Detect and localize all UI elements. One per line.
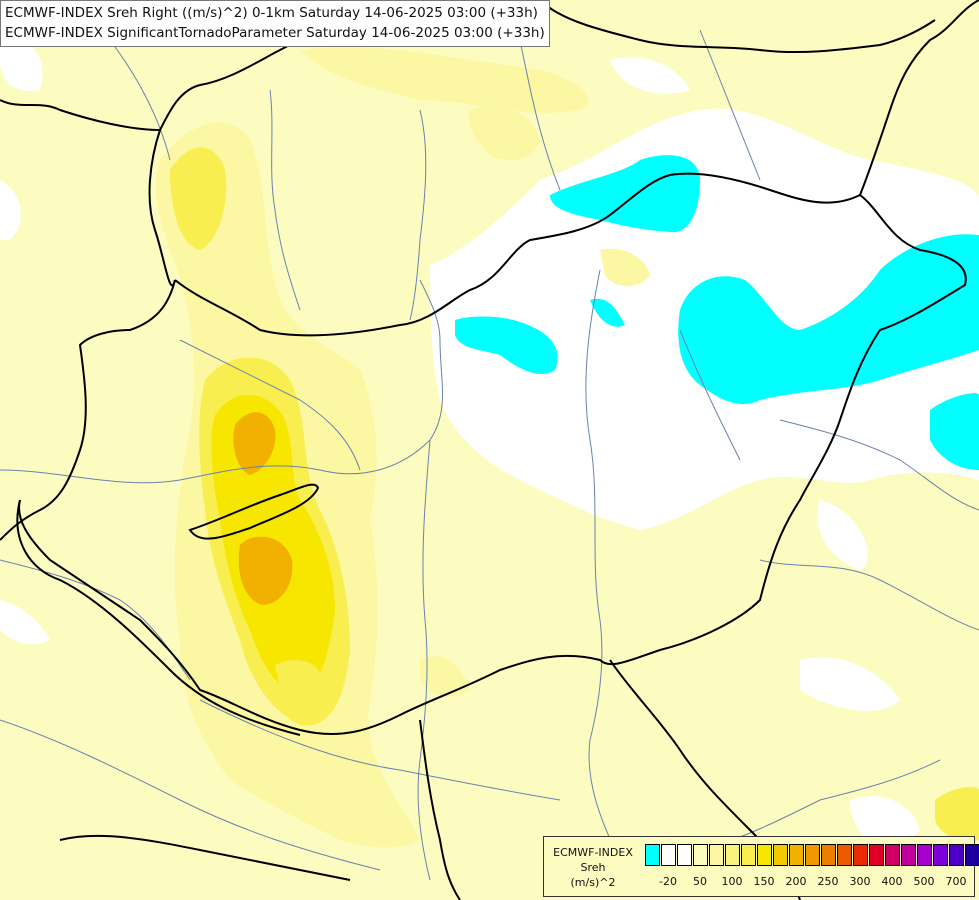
legend-color-cell <box>869 844 884 866</box>
gold-core-north <box>233 412 276 475</box>
legend-color-cell <box>901 844 916 866</box>
cyan-area-small <box>590 298 625 327</box>
legend-color-cell <box>757 844 772 866</box>
river-raba <box>179 339 361 471</box>
cyan-area-east <box>678 234 979 405</box>
yellow-patch-southeast <box>935 787 979 842</box>
white-area-topleft <box>0 38 43 92</box>
legend-tick-label: 500 <box>913 875 935 888</box>
legend-color-cell <box>677 844 692 866</box>
map-title-box: ECMWF-INDEX Sreh Right ((m/s)^2) 0-1km S… <box>0 0 550 47</box>
legend-tick-label: 400 <box>881 875 903 888</box>
river-sava <box>0 719 381 871</box>
river-drava <box>199 699 561 801</box>
border-ukraine <box>859 0 979 196</box>
river-east-1 <box>679 329 741 461</box>
legend-tick-label: 50 <box>693 875 707 888</box>
legend-label-line-3: (m/s)^2 <box>570 876 616 889</box>
gold-core-central <box>238 536 293 605</box>
river-danube-south <box>417 439 431 881</box>
border-austria-west <box>148 129 176 287</box>
color-legend: ECMWF-INDEX Sreh (m/s)^2 -20 50 100 150 200 2… <box>543 836 979 897</box>
legend-color-cell <box>821 844 836 866</box>
river-somes <box>779 419 979 511</box>
cyan-area-central <box>455 316 558 375</box>
legend-color-cell <box>661 844 676 866</box>
legend-color-cell <box>805 844 820 866</box>
river-morava <box>269 89 301 311</box>
white-area-west <box>0 180 21 240</box>
river-north-2 <box>519 39 561 191</box>
border-bosnia <box>59 834 351 881</box>
yellow-patch-south <box>420 656 470 697</box>
river-danube-north <box>0 279 443 484</box>
legend-color-cell <box>693 844 708 866</box>
border-hungary <box>18 172 967 736</box>
legend-color-cell <box>645 844 660 866</box>
border-austria-slovenia <box>0 279 176 541</box>
legend-color-cell <box>885 844 900 866</box>
river-north-1 <box>109 39 171 161</box>
legend-color-cell <box>741 844 756 866</box>
legend-tick-label: 250 <box>817 875 839 888</box>
lake-balaton <box>188 483 320 540</box>
legend-tick-label: 200 <box>785 875 807 888</box>
white-area-southeast <box>800 657 900 711</box>
border-croatia <box>16 499 301 736</box>
cyan-area-far-east <box>930 393 979 470</box>
yellow-core-south <box>275 660 322 696</box>
legend-color-cell <box>965 844 979 866</box>
legend-color-cell <box>949 844 964 866</box>
legend-color-cell <box>853 844 868 866</box>
rivers <box>0 29 979 881</box>
legend-color-cell <box>789 844 804 866</box>
legend-color-cell <box>917 844 932 866</box>
legend-color-cell <box>709 844 724 866</box>
map-title-line-1: ECMWF-INDEX Sreh Right ((m/s)^2) 0-1km S… <box>5 5 538 21</box>
yellow-field-areas <box>155 47 979 848</box>
legend-color-cell <box>933 844 948 866</box>
white-area-east <box>817 500 868 570</box>
yellow-band-light-north <box>300 47 588 113</box>
border-poland <box>539 0 936 54</box>
cyan-field-areas <box>455 155 979 891</box>
river-vah <box>409 109 427 321</box>
legend-tick-label: 150 <box>753 875 775 888</box>
legend-tick-label: -20 <box>659 875 677 888</box>
legend-color-bar <box>645 844 979 866</box>
legend-tick-label: 100 <box>721 875 743 888</box>
legend-label: ECMWF-INDEX Sreh (m/s)^2 <box>548 845 638 890</box>
legend-tick-label: 700 <box>945 875 967 888</box>
river-mures <box>759 559 979 631</box>
border-serbia <box>419 719 461 900</box>
yellow-band-mid-north <box>170 147 227 250</box>
map-title-line-2: ECMWF-INDEX SignificantTornadoParameter … <box>5 25 545 41</box>
legend-color-cell <box>725 844 740 866</box>
cyan-area-north <box>550 155 700 233</box>
legend-label-line-1: ECMWF-INDEX <box>553 846 633 859</box>
river-tisza <box>585 269 621 861</box>
white-area-top <box>610 57 690 94</box>
legend-tick-label: 300 <box>849 875 871 888</box>
yellow-patch-northeast <box>468 106 540 160</box>
yellow-patch-east <box>600 248 650 287</box>
legend-label-line-2: Sreh <box>580 861 606 874</box>
legend-color-cell <box>773 844 788 866</box>
white-area-southwest <box>0 600 50 645</box>
legend-color-cell <box>837 844 852 866</box>
